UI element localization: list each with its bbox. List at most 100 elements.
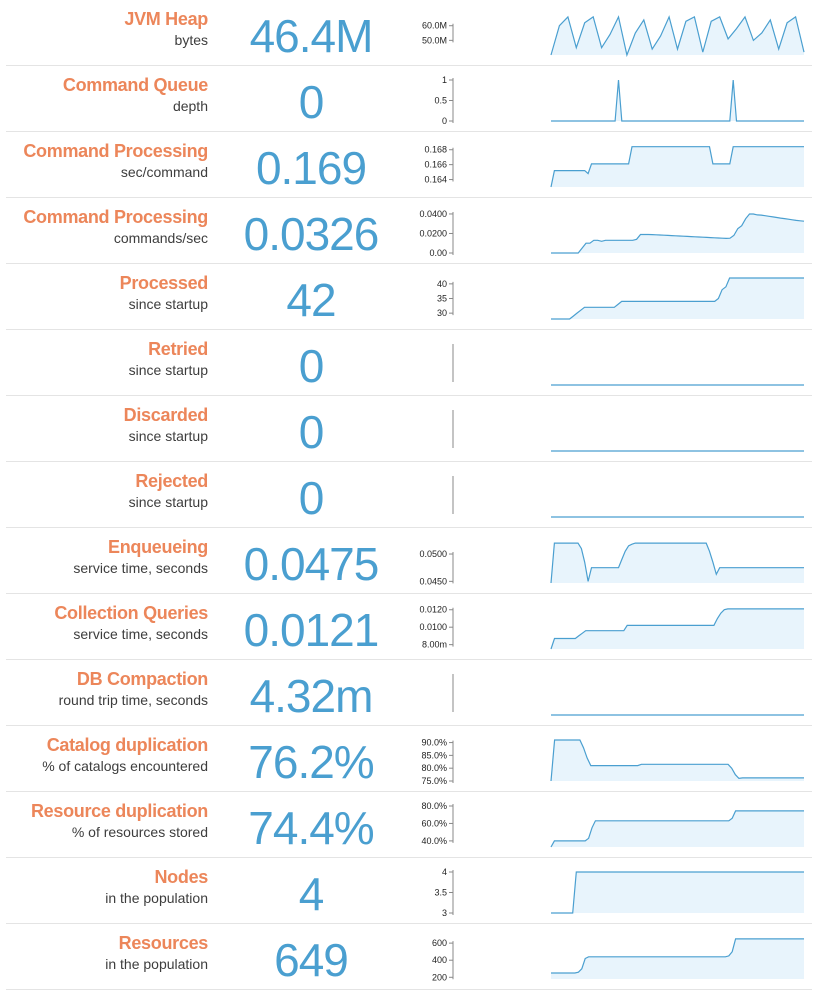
axis-tick-label: 75.0% — [421, 776, 447, 786]
metric-title: Enqueueing — [108, 537, 208, 557]
axis-tick-label: 0.0400 — [419, 209, 447, 219]
metric-value: 0 — [298, 76, 325, 128]
metric-row-command-processing-time: Command Processing sec/command 0.169 0.16… — [6, 132, 812, 198]
sparkline-chart — [452, 344, 804, 386]
metric-subtitle: depth — [172, 98, 208, 114]
metric-title: Catalog duplication — [46, 735, 209, 755]
sparkline-chart — [452, 674, 804, 716]
axis-tick-label: 90.0% — [421, 738, 447, 748]
metric-title: Resource duplication — [30, 801, 208, 821]
sparkline-chart: 0.0400 0.0200 0.00 — [419, 209, 805, 258]
metric-subtitle: in the population — [105, 956, 208, 972]
metric-subtitle: sec/command — [120, 164, 208, 180]
metric-value: 4.32m — [249, 670, 374, 722]
sparkline-chart: 90.0% 85.0% 80.0% 75.0% — [421, 738, 804, 786]
metric-value: 4 — [298, 868, 325, 920]
sparkline-chart — [452, 476, 804, 518]
metric-row-rejected: Rejected since startup 0 — [6, 462, 812, 528]
metric-subtitle: % of resources stored — [71, 824, 208, 840]
metric-title: Command Processing — [23, 207, 208, 227]
metric-title: Resources — [118, 933, 209, 953]
metric-row-catalog-duplication: Catalog duplication % of catalogs encount… — [6, 726, 812, 792]
metric-subtitle: % of catalogs encountered — [42, 758, 208, 774]
sparkline-series — [551, 79, 804, 122]
metric-title: JVM Heap — [124, 9, 208, 29]
sparkline-chart: 600 400 200 — [432, 938, 804, 982]
axis-tick-label: 0.0450 — [419, 576, 447, 586]
sparkline-area — [551, 543, 804, 583]
sparkline-area — [551, 80, 804, 121]
axis-tick-label: 0.00 — [429, 248, 447, 258]
axis-tick-label: 3.5 — [434, 888, 447, 898]
metric-value: 0 — [298, 340, 325, 392]
metric-subtitle: service time, seconds — [73, 626, 208, 642]
metric-row-collection-queries: Collection Queries service time, seconds … — [6, 594, 812, 660]
sparkline-series — [550, 542, 804, 584]
metric-row-discarded: Discarded since startup 0 — [6, 396, 812, 462]
axis-tick-label: 0.166 — [424, 160, 447, 170]
axis-tick-label: 0.0200 — [419, 228, 447, 238]
sparkline-area — [551, 810, 804, 847]
sparkline-chart — [452, 410, 804, 452]
metric-title: DB Compaction — [76, 669, 208, 689]
sparkline-series — [551, 277, 804, 320]
metric-value: 46.4M — [249, 10, 374, 62]
metric-subtitle: since startup — [128, 296, 208, 312]
sparkline-series — [550, 15, 805, 58]
axis-tick-label: 3 — [442, 908, 447, 918]
metric-value: 42 — [286, 274, 336, 326]
metric-title: Collection Queries — [54, 603, 208, 623]
metric-row-command-processing-rate: Command Processing commands/sec 0.0326 0.… — [6, 198, 812, 264]
metric-row-nodes: Nodes in the population 4 4 3.5 3 — [6, 858, 812, 924]
axis-tick-label: 35 — [437, 294, 447, 304]
axis-tick-label: 60.0M — [422, 21, 447, 31]
sparkline-area — [551, 146, 804, 187]
sparkline-area — [551, 278, 804, 319]
axis-tick-label: 80.0% — [421, 763, 447, 773]
metric-title: Processed — [119, 273, 209, 293]
axis-tick-label: 50.0M — [422, 35, 447, 45]
metric-title: Command Queue — [62, 75, 208, 95]
axis-tick-label: 60.0% — [421, 818, 447, 828]
axis-tick-label: 0.0100 — [419, 622, 447, 632]
metric-value: 0.0475 — [243, 538, 380, 590]
metric-title: Discarded — [123, 405, 209, 425]
metric-title: Rejected — [135, 471, 208, 491]
metric-row-retried: Retried since startup 0 — [6, 330, 812, 396]
sparkline-chart: 40 35 30 — [437, 277, 804, 320]
sparkline-series — [550, 739, 804, 782]
sparkline-chart: 80.0% 60.0% 40.0% — [421, 801, 804, 848]
axis-tick-label: 0.168 — [424, 145, 447, 155]
axis-tick-label: 80.0% — [421, 801, 447, 811]
metric-title: Nodes — [154, 867, 208, 887]
axis-tick-label: 30 — [437, 308, 447, 318]
sparkline-area — [551, 740, 804, 781]
metric-row-command-queue: Command Queue depth 0 1 0.5 0 — [6, 66, 812, 132]
metric-row-resource-duplication: Resource duplication % of resources store… — [6, 792, 812, 858]
sparkline-series — [551, 213, 805, 254]
axis-tick-label: 0.5 — [434, 96, 447, 106]
metric-row-resources: Resources in the population 649 600 400 200 — [6, 924, 812, 990]
metric-subtitle: since startup — [128, 362, 208, 378]
metric-title: Command Processing — [23, 141, 208, 161]
sparkline-area — [551, 938, 804, 979]
metric-value: 0 — [298, 472, 325, 524]
sparkline-chart: 0.168 0.166 0.164 — [424, 145, 804, 188]
metric-row-enqueueing: Enqueueing service time, seconds 0.0475 0… — [6, 528, 812, 594]
sparkline-series — [550, 146, 804, 188]
metric-value: 74.4% — [248, 802, 374, 854]
axis-tick-label: 0.0120 — [419, 605, 447, 615]
metric-title: Retried — [148, 339, 208, 359]
metric-row-db-compaction: DB Compaction round trip time, seconds 4.… — [6, 660, 812, 726]
metric-value: 0.0121 — [243, 604, 380, 656]
sparkline-area — [551, 872, 804, 913]
sparkline-series — [551, 871, 804, 914]
axis-tick-label: 200 — [432, 972, 447, 982]
metric-subtitle: bytes — [174, 32, 208, 48]
metric-row-jvm-heap: JVM Heap bytes 46.4M 60.0M 50.0M — [6, 0, 812, 66]
metric-value: 0 — [298, 406, 325, 458]
metric-value: 0.0326 — [243, 208, 380, 260]
sparkline-chart: 10.50 — [434, 75, 804, 126]
axis-tick-label: 0.0500 — [419, 549, 447, 559]
